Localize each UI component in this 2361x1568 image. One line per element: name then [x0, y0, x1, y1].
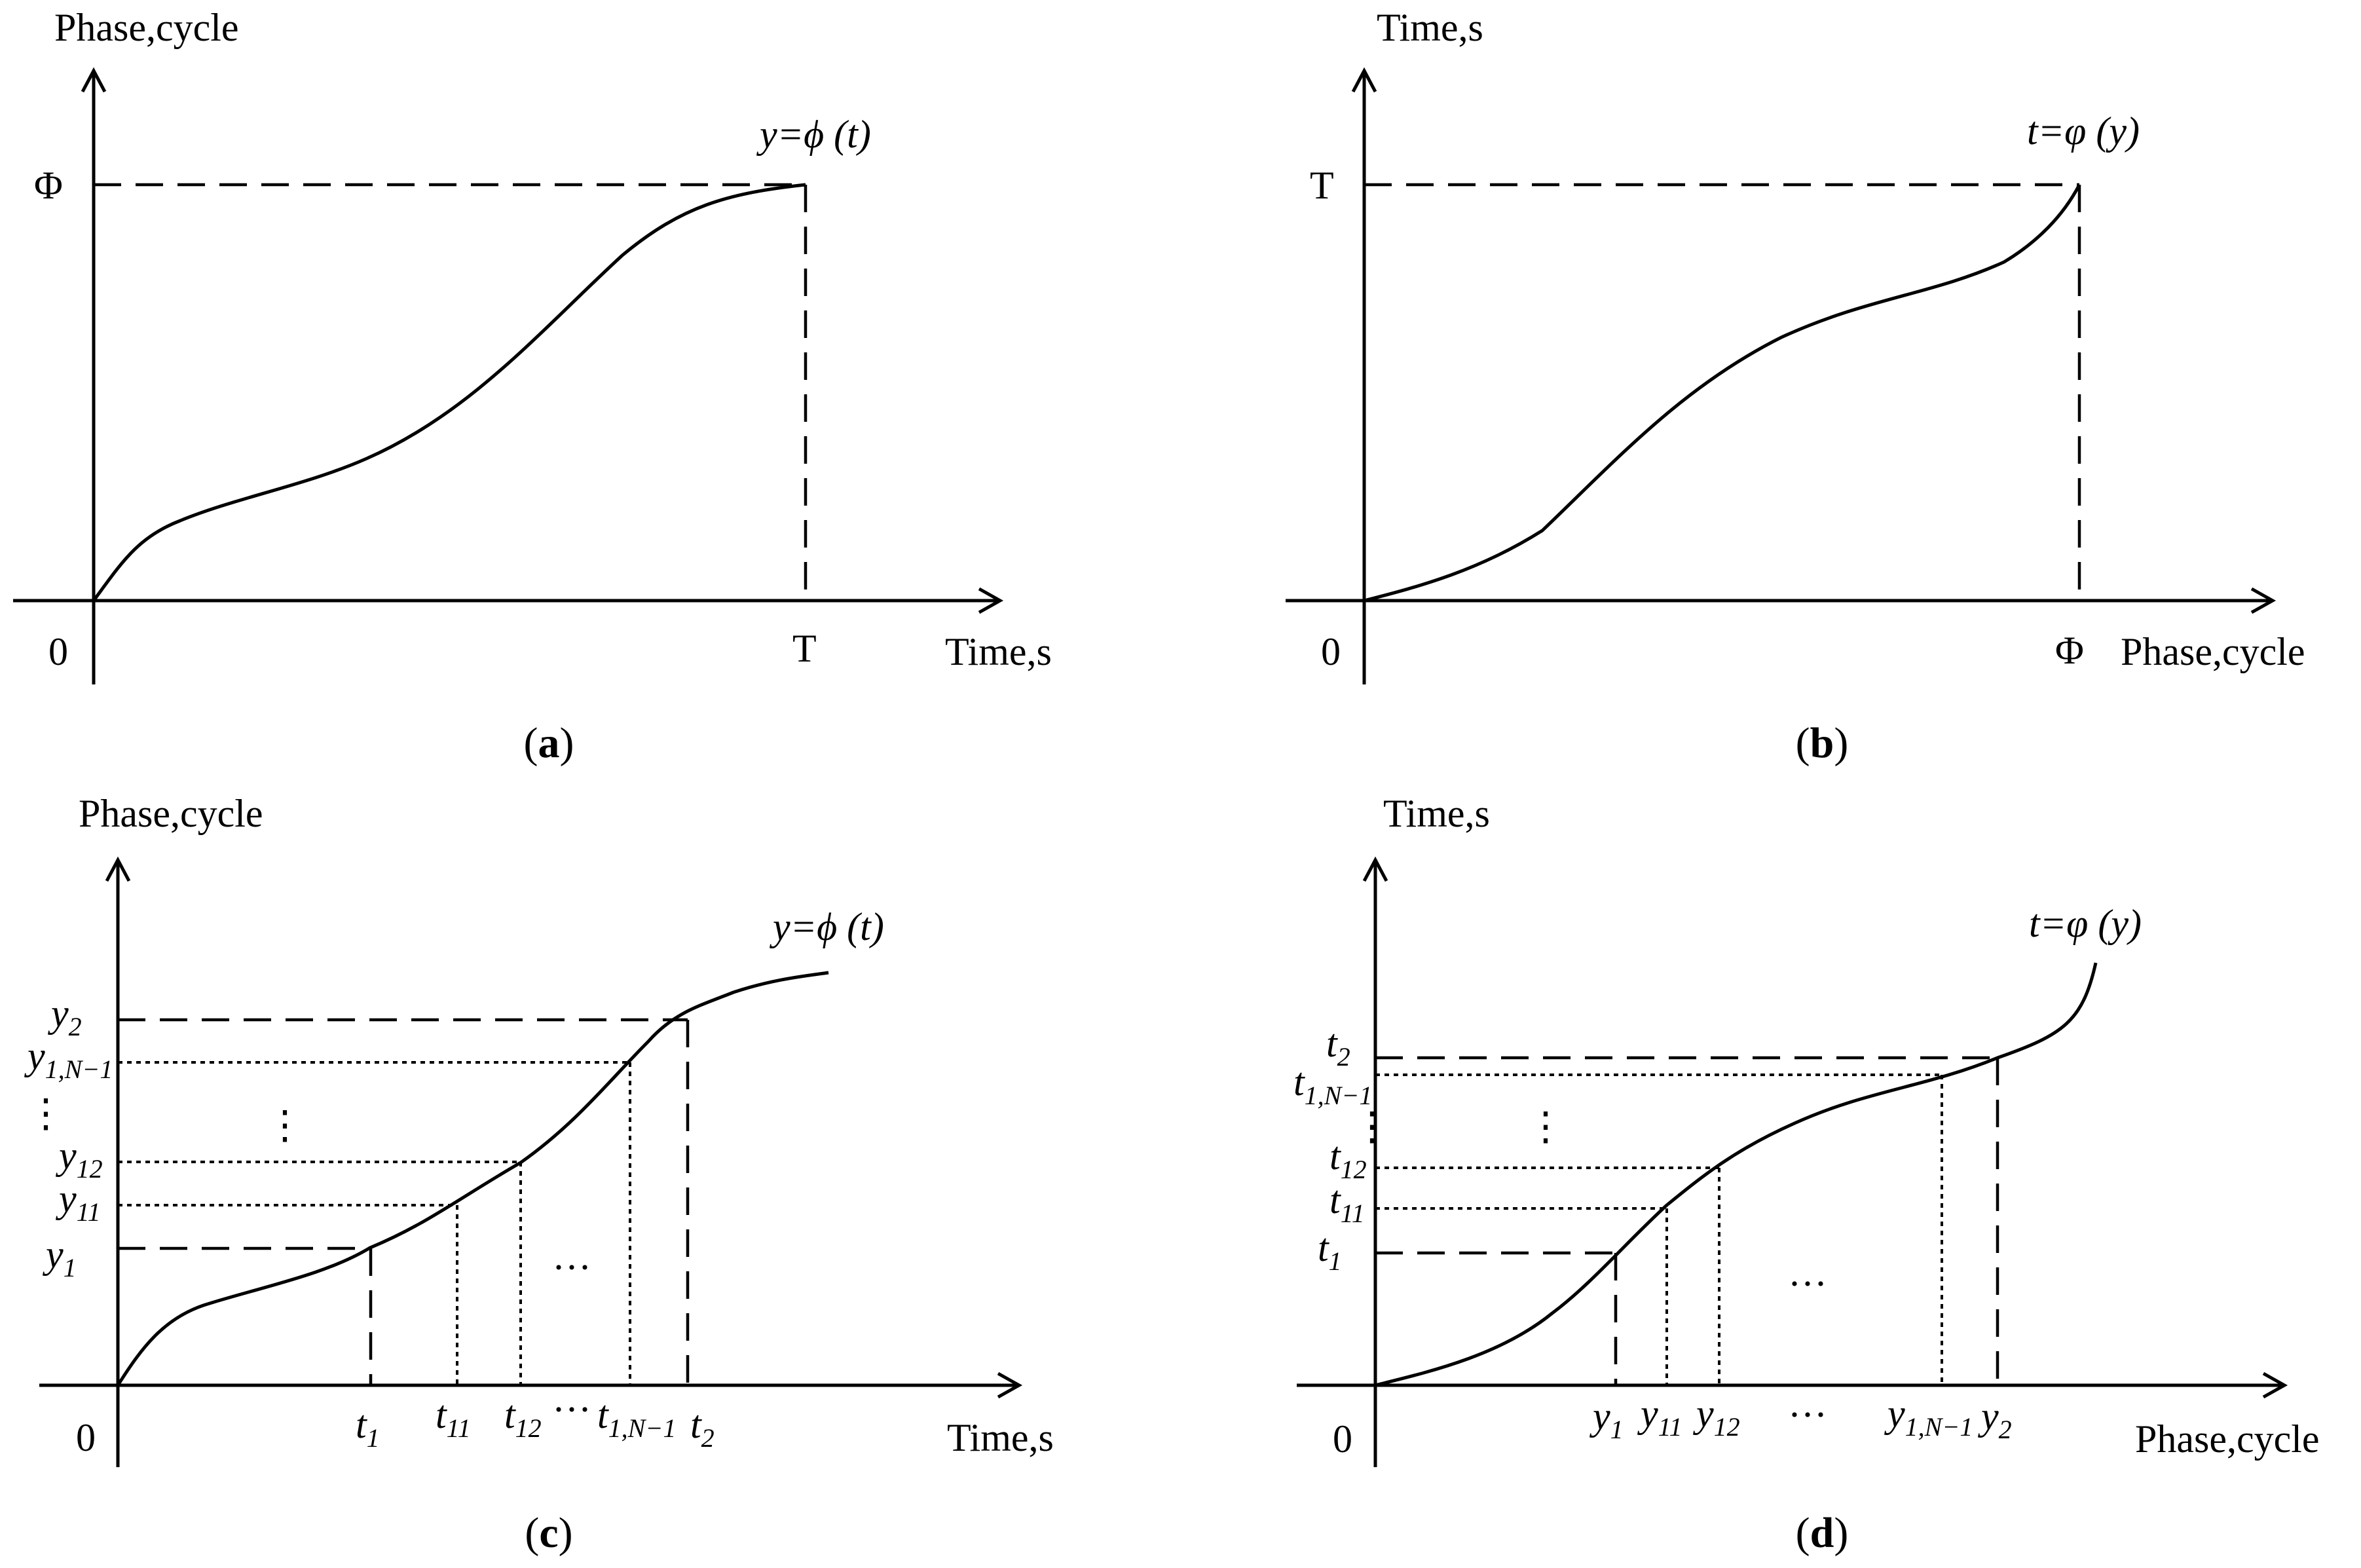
- y-axis-arrowhead: [1351, 67, 1377, 93]
- caption-a: (a): [524, 719, 574, 767]
- y-tick-ellipsis: ⋮: [1352, 1105, 1392, 1148]
- x-tick-t11: t11: [436, 1393, 471, 1443]
- inner-vertical-ellipsis: ⋮: [265, 1104, 305, 1147]
- panel-c: Phase,cycle Time,s 0 y=ϕ (t) y2 y1,N−1 ⋮…: [24, 792, 1054, 1557]
- x-tick-ellipsis: ···: [1788, 1393, 1827, 1436]
- x-tick-y1: y1: [1589, 1394, 1624, 1444]
- origin-label: 0: [1333, 1417, 1352, 1461]
- x-axis-arrowhead: [978, 587, 1004, 614]
- y-tick-t11: t11: [1329, 1178, 1365, 1228]
- x-axis-label: Time,s: [945, 630, 1052, 673]
- x-tick-t12: t12: [504, 1393, 542, 1443]
- y-tick-t12: t12: [1329, 1134, 1367, 1184]
- x-axis-label: Phase,cycle: [2121, 630, 2305, 673]
- y-axis-arrowhead: [81, 67, 107, 93]
- y-axis-label: Time,s: [1383, 792, 1490, 835]
- y-tick-y1: y1: [42, 1233, 77, 1282]
- y-tick-t: T: [1310, 164, 1334, 207]
- y-tick-y12: y12: [55, 1134, 103, 1184]
- x-axis-label: Phase,cycle: [2135, 1417, 2320, 1461]
- x-tick-t1: t1: [356, 1403, 380, 1453]
- x-tick-t: T: [792, 627, 817, 670]
- y-axis-arrowhead: [105, 856, 131, 882]
- x-tick-y1n1: y1,N−1: [1884, 1392, 1973, 1442]
- y-tick-y1n1: y1,N−1: [24, 1034, 113, 1084]
- caption-c: (c): [525, 1509, 572, 1557]
- inner-vertical-ellipsis: ⋮: [1526, 1105, 1565, 1148]
- curve-label: y=ϕ (t): [756, 113, 871, 156]
- x-tick-t2: t2: [690, 1403, 715, 1453]
- x-axis-arrowhead: [2262, 1372, 2288, 1399]
- time-curve: [1364, 183, 2081, 603]
- curve-label: t=φ (y): [2027, 109, 2140, 153]
- inner-horizontal-ellipsis: ···: [552, 1246, 591, 1289]
- caption-b: (b): [1796, 719, 1849, 767]
- y-tick-t1: t1: [1318, 1226, 1342, 1276]
- curve-label: y=ϕ (t): [769, 905, 884, 948]
- inner-horizontal-ellipsis: ···: [1788, 1262, 1827, 1305]
- y-tick-t2: t2: [1326, 1022, 1350, 1072]
- y-axis-arrowhead: [1362, 856, 1388, 882]
- y-axis-label: Phase,cycle: [54, 6, 239, 49]
- y-tick-ellipsis: ⋮: [26, 1092, 65, 1135]
- y-axis-label: Phase,cycle: [79, 792, 263, 835]
- origin-label: 0: [48, 630, 68, 673]
- panel-b: Time,s Phase,cycle 0 T Φ t=φ (y) (b): [1286, 6, 2305, 767]
- x-tick-ellipsis: ···: [552, 1388, 591, 1431]
- y-tick-y11: y11: [55, 1177, 101, 1227]
- curve-label: t=φ (y): [2029, 902, 2142, 945]
- phase-curve: [116, 971, 829, 1387]
- origin-label: 0: [1321, 630, 1341, 673]
- y-tick-phi: Φ: [34, 164, 63, 207]
- x-tick-y2: y2: [1977, 1394, 2012, 1444]
- x-axis-arrowhead: [997, 1372, 1023, 1399]
- panel-a: Phase,cycle Time,s 0 Φ T y=ϕ (t) (a): [13, 6, 1052, 767]
- x-tick-t1n1: t1,N−1: [597, 1393, 676, 1443]
- y-tick-t1n1: t1,N−1: [1293, 1060, 1372, 1110]
- x-axis-label: Time,s: [947, 1416, 1054, 1459]
- y-axis-label: Time,s: [1377, 6, 1483, 49]
- x-tick-y11: y11: [1637, 1392, 1682, 1442]
- y-tick-y2: y2: [47, 992, 82, 1041]
- x-tick-phi: Φ: [2055, 629, 2084, 672]
- x-axis-arrowhead: [2250, 587, 2277, 614]
- caption-d: (d): [1796, 1509, 1849, 1557]
- time-curve: [1375, 962, 2098, 1387]
- x-tick-y12: y12: [1692, 1392, 1740, 1442]
- phase-curve: [92, 183, 806, 602]
- origin-label: 0: [76, 1416, 96, 1459]
- panel-d: Time,s Phase,cycle 0 t=φ (y) t2 t1,N−1 ⋮…: [1293, 792, 2320, 1557]
